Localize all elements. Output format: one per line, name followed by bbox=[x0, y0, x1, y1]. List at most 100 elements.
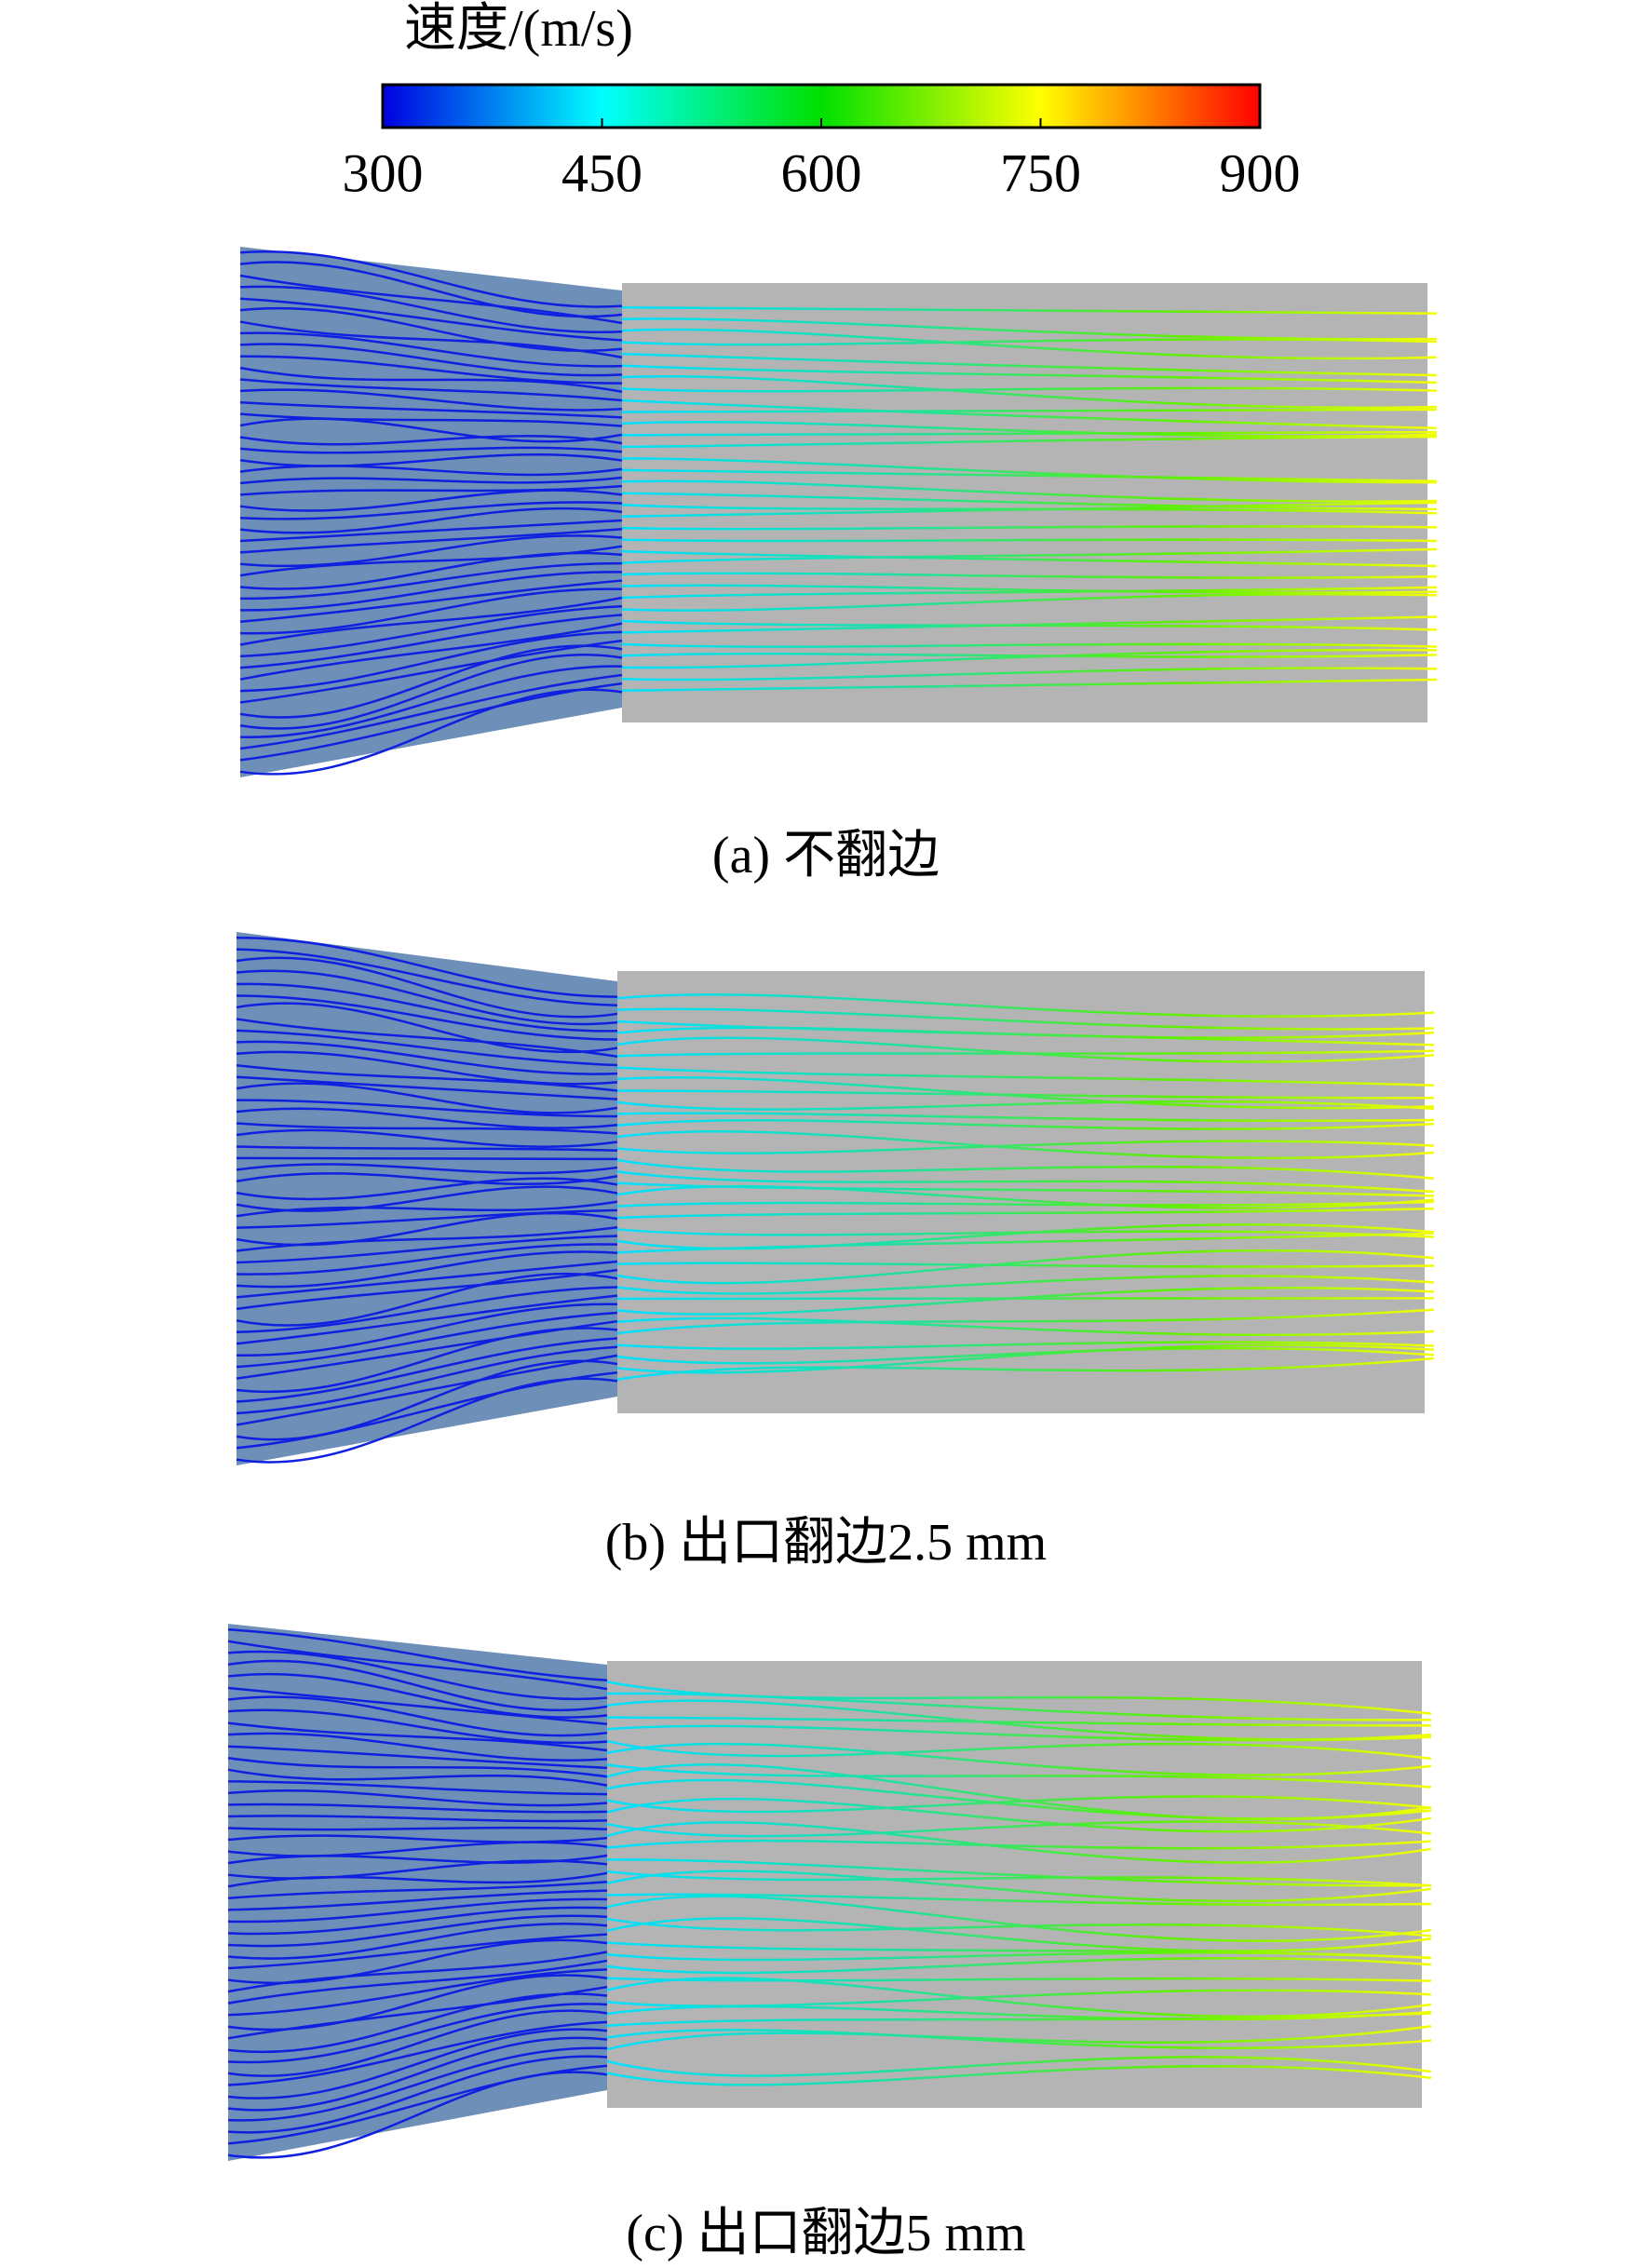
streamline bbox=[606, 1692, 1432, 1721]
streamline bbox=[606, 1724, 1432, 1742]
streamline bbox=[227, 1789, 608, 1807]
streamline bbox=[616, 1296, 1435, 1301]
streamline bbox=[239, 355, 623, 385]
streamline bbox=[239, 630, 623, 693]
streamline bbox=[606, 1763, 1432, 1789]
streamline bbox=[239, 665, 623, 738]
streamline bbox=[616, 1207, 1435, 1220]
streamline bbox=[227, 1914, 608, 1948]
streamline bbox=[621, 586, 1438, 600]
streamline bbox=[616, 1184, 1435, 1209]
streamline bbox=[621, 468, 1438, 482]
streamline bbox=[227, 2020, 608, 2086]
streamline bbox=[236, 1099, 618, 1118]
streamline bbox=[239, 388, 623, 412]
colorbar-tick-label: 600 bbox=[781, 142, 862, 203]
streamline bbox=[606, 1895, 1432, 1942]
streamline bbox=[606, 1778, 1432, 1820]
panel: (b) 出口翻边2.5 mm bbox=[236, 932, 1435, 1572]
streamline bbox=[236, 1075, 618, 1100]
streamline bbox=[236, 1250, 618, 1289]
streamline bbox=[236, 1354, 618, 1426]
streamline bbox=[239, 551, 623, 590]
streamline bbox=[239, 250, 623, 308]
streamline bbox=[621, 572, 1438, 579]
streamline bbox=[239, 366, 623, 394]
streamline bbox=[606, 1742, 1432, 1776]
streamline bbox=[227, 1992, 608, 2054]
streamline bbox=[621, 538, 1438, 543]
streamline bbox=[227, 1906, 608, 1936]
streamline bbox=[606, 1839, 1432, 1850]
streamline bbox=[621, 592, 1438, 612]
streamline bbox=[239, 306, 623, 352]
streamline bbox=[616, 1076, 1435, 1110]
streamline bbox=[606, 1870, 1432, 1887]
streamline bbox=[239, 412, 623, 427]
streamline bbox=[236, 1359, 618, 1441]
streamline bbox=[227, 1959, 608, 2005]
streamline bbox=[239, 639, 623, 704]
streamline bbox=[227, 1871, 608, 1888]
streamline bbox=[227, 2055, 608, 2134]
colorbar-tick-label: 750 bbox=[1000, 142, 1081, 203]
streamline bbox=[621, 615, 1438, 634]
streamline bbox=[227, 1951, 608, 1993]
streamline bbox=[621, 667, 1438, 682]
streamline bbox=[236, 1337, 618, 1403]
streamline bbox=[227, 1721, 608, 1752]
panel-caption: (b) 出口翻边2.5 mm bbox=[605, 1514, 1047, 1572]
streamline bbox=[239, 519, 623, 543]
streamline bbox=[236, 994, 618, 1041]
streamline bbox=[616, 1357, 1435, 1382]
streamline bbox=[239, 261, 623, 318]
streamline bbox=[236, 1208, 618, 1229]
streamline bbox=[227, 1897, 608, 1924]
streamline bbox=[227, 1732, 608, 1762]
streamline bbox=[621, 547, 1438, 564]
streamline bbox=[606, 1797, 1432, 1833]
streamline bbox=[236, 1172, 618, 1185]
streamline bbox=[239, 465, 623, 477]
streamline bbox=[616, 1249, 1435, 1285]
streamline bbox=[606, 2064, 1432, 2086]
streamline bbox=[239, 653, 623, 730]
streamline bbox=[227, 1780, 608, 1796]
streamline bbox=[236, 948, 618, 1007]
streamline bbox=[616, 1286, 1435, 1316]
streamline bbox=[236, 1243, 618, 1276]
streamline bbox=[239, 596, 623, 646]
streamline bbox=[616, 1308, 1435, 1335]
streamline bbox=[239, 446, 623, 454]
streamline bbox=[616, 1232, 1435, 1254]
streamline bbox=[621, 435, 1438, 449]
streamline bbox=[616, 1228, 1435, 1238]
streamline bbox=[239, 378, 623, 402]
streamline bbox=[239, 561, 623, 601]
streamline bbox=[239, 673, 623, 750]
streamline bbox=[616, 1158, 1435, 1181]
streamline bbox=[236, 1163, 618, 1175]
streamline bbox=[616, 1100, 1435, 1111]
streamline bbox=[239, 682, 623, 762]
streamline bbox=[621, 479, 1438, 503]
streamline bbox=[606, 1820, 1432, 1838]
streamline bbox=[616, 1026, 1435, 1039]
streamline bbox=[227, 2009, 608, 2077]
streamline bbox=[236, 1272, 618, 1327]
streamline bbox=[621, 457, 1438, 484]
panel-caption: (a) 不翻边 bbox=[712, 827, 940, 884]
streamline bbox=[606, 1795, 1432, 1814]
streamline bbox=[236, 1002, 618, 1054]
streamline bbox=[239, 285, 623, 334]
streamline bbox=[239, 489, 623, 512]
streamline bbox=[227, 1650, 608, 1701]
streamline bbox=[239, 614, 623, 669]
streamline bbox=[239, 688, 623, 776]
streamline bbox=[236, 1082, 618, 1114]
streamline bbox=[621, 338, 1438, 346]
streamline bbox=[239, 417, 623, 443]
streamline bbox=[606, 1870, 1432, 1903]
streamline bbox=[621, 652, 1438, 658]
streamline bbox=[606, 2005, 1432, 2021]
